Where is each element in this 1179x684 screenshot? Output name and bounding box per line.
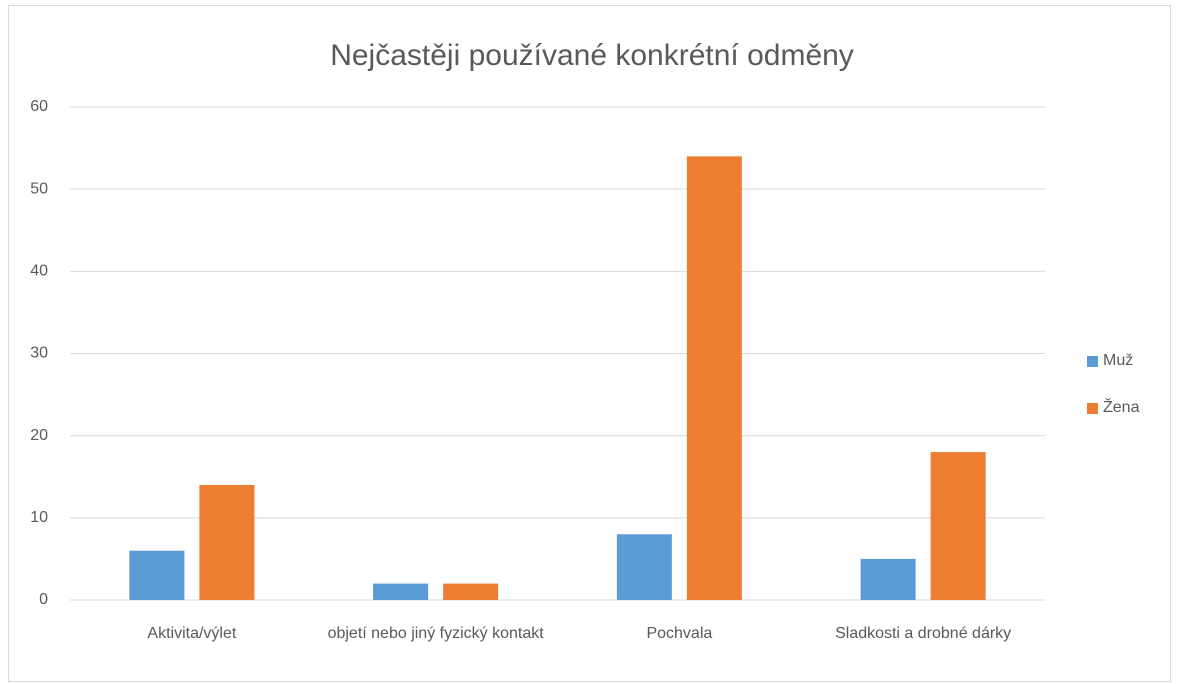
bar bbox=[860, 558, 916, 600]
legend-label: Muž bbox=[1103, 352, 1133, 369]
bar bbox=[373, 583, 429, 600]
legend-label: Žena bbox=[1103, 397, 1140, 416]
chart-title: Nejčastěji používané konkrétní odměny bbox=[330, 39, 854, 72]
y-tick-label: 20 bbox=[30, 427, 48, 444]
y-tick-label: 10 bbox=[30, 509, 48, 526]
x-tick-label: Sladkosti a drobné dárky bbox=[835, 625, 1012, 642]
bar bbox=[129, 550, 185, 600]
x-tick-label: objetí nebo jiný fyzický kontakt bbox=[327, 625, 544, 642]
bar bbox=[616, 534, 672, 600]
bar bbox=[930, 452, 986, 600]
x-tick-label: Pochvala bbox=[646, 625, 713, 642]
y-tick-label: 50 bbox=[30, 180, 48, 197]
y-tick-label: 0 bbox=[39, 591, 48, 608]
y-tick-label: 40 bbox=[30, 263, 48, 280]
bar bbox=[199, 484, 255, 600]
bar bbox=[686, 156, 742, 601]
y-tick-label: 30 bbox=[30, 345, 48, 362]
legend-swatch bbox=[1087, 403, 1098, 414]
bar bbox=[443, 583, 499, 600]
legend-swatch bbox=[1087, 356, 1098, 367]
y-tick-label: 60 bbox=[30, 98, 48, 115]
x-tick-label: Aktivita/výlet bbox=[147, 625, 237, 642]
